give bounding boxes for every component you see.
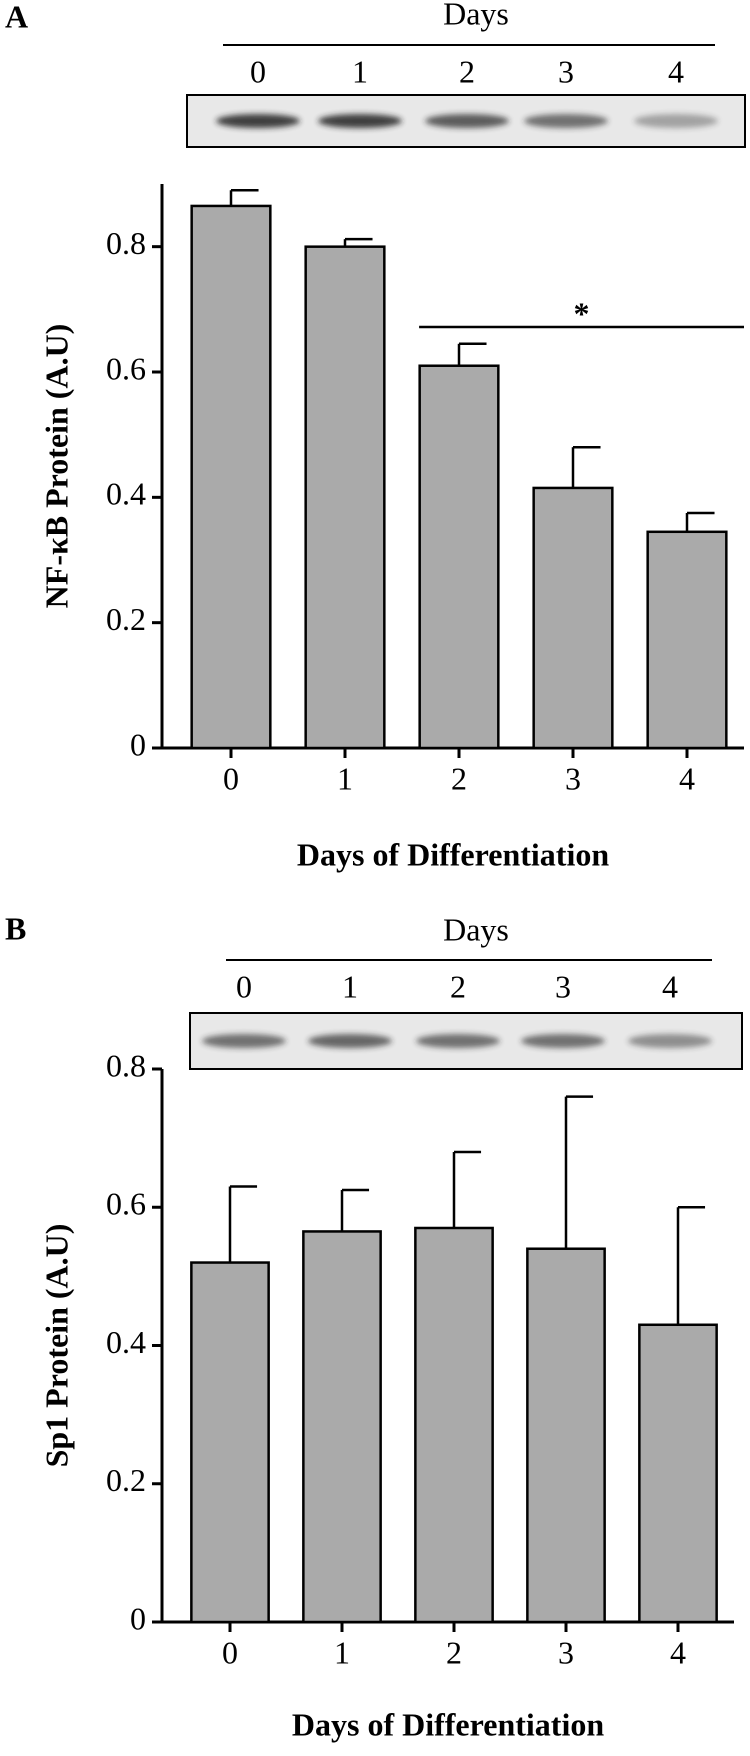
blot-band: [521, 1034, 605, 1048]
y-tick-label: 0.4: [106, 1324, 146, 1360]
y-tick-label: 0.8: [106, 225, 146, 261]
bar: [190, 204, 272, 750]
bar: [418, 364, 500, 750]
y-tick-label: 0.6: [106, 1186, 146, 1222]
panel-letter: B: [5, 910, 26, 946]
blot-band: [634, 114, 718, 128]
blot-band: [202, 1034, 286, 1048]
bar: [638, 1323, 718, 1624]
y-tick-label: 0.2: [106, 1462, 146, 1498]
bar: [532, 486, 614, 750]
x-axis-label: Days of Differentiation: [292, 1706, 604, 1742]
lane-label: 2: [450, 968, 466, 1004]
x-tick-label: 2: [451, 760, 467, 796]
lane-label: 1: [352, 53, 368, 89]
lane-label: 2: [459, 53, 475, 89]
lane-label: 3: [555, 968, 571, 1004]
x-axis-label: Days of Differentiation: [297, 836, 609, 872]
bar: [190, 1261, 270, 1624]
bar: [414, 1226, 494, 1624]
bar: [302, 1230, 382, 1624]
x-tick-label: 4: [670, 1634, 686, 1670]
x-tick-label: 1: [334, 1634, 350, 1670]
blot-band: [628, 1034, 712, 1048]
lane-label: 3: [558, 53, 574, 89]
y-tick-label: 0.8: [106, 1047, 146, 1083]
blot-label: Days: [443, 0, 509, 31]
blot-band: [318, 114, 402, 128]
blot-band: [308, 1034, 392, 1048]
y-axis-label: NF-κB Protein (A.U): [38, 324, 74, 609]
y-tick-label: 0.4: [106, 476, 146, 512]
panel-letter: A: [5, 0, 28, 34]
y-axis-label: Sp1 Protein (A.U): [38, 1224, 74, 1468]
y-tick-label: 0: [130, 726, 146, 762]
bar: [526, 1247, 606, 1624]
x-tick-label: 3: [558, 1634, 574, 1670]
lane-label: 0: [236, 968, 252, 1004]
lane-label: 4: [662, 968, 678, 1004]
blot-band: [416, 1034, 500, 1048]
blot-band: [524, 114, 608, 128]
x-tick-label: 1: [337, 760, 353, 796]
y-tick-label: 0.6: [106, 350, 146, 386]
bar: [304, 245, 386, 750]
significance-marker: *: [574, 295, 590, 331]
bar: [646, 530, 728, 750]
x-tick-label: 0: [222, 1634, 238, 1670]
lane-label: 0: [250, 53, 266, 89]
lane-label: 1: [342, 968, 358, 1004]
blot-label: Days: [443, 911, 509, 947]
y-tick-label: 0.2: [106, 601, 146, 637]
x-tick-label: 0: [223, 760, 239, 796]
y-tick-label: 0: [130, 1600, 146, 1636]
blot-band: [425, 114, 509, 128]
lane-label: 4: [668, 53, 684, 89]
blot-band: [216, 114, 300, 128]
x-tick-label: 3: [565, 760, 581, 796]
x-tick-label: 4: [679, 760, 695, 796]
x-tick-label: 2: [446, 1634, 462, 1670]
